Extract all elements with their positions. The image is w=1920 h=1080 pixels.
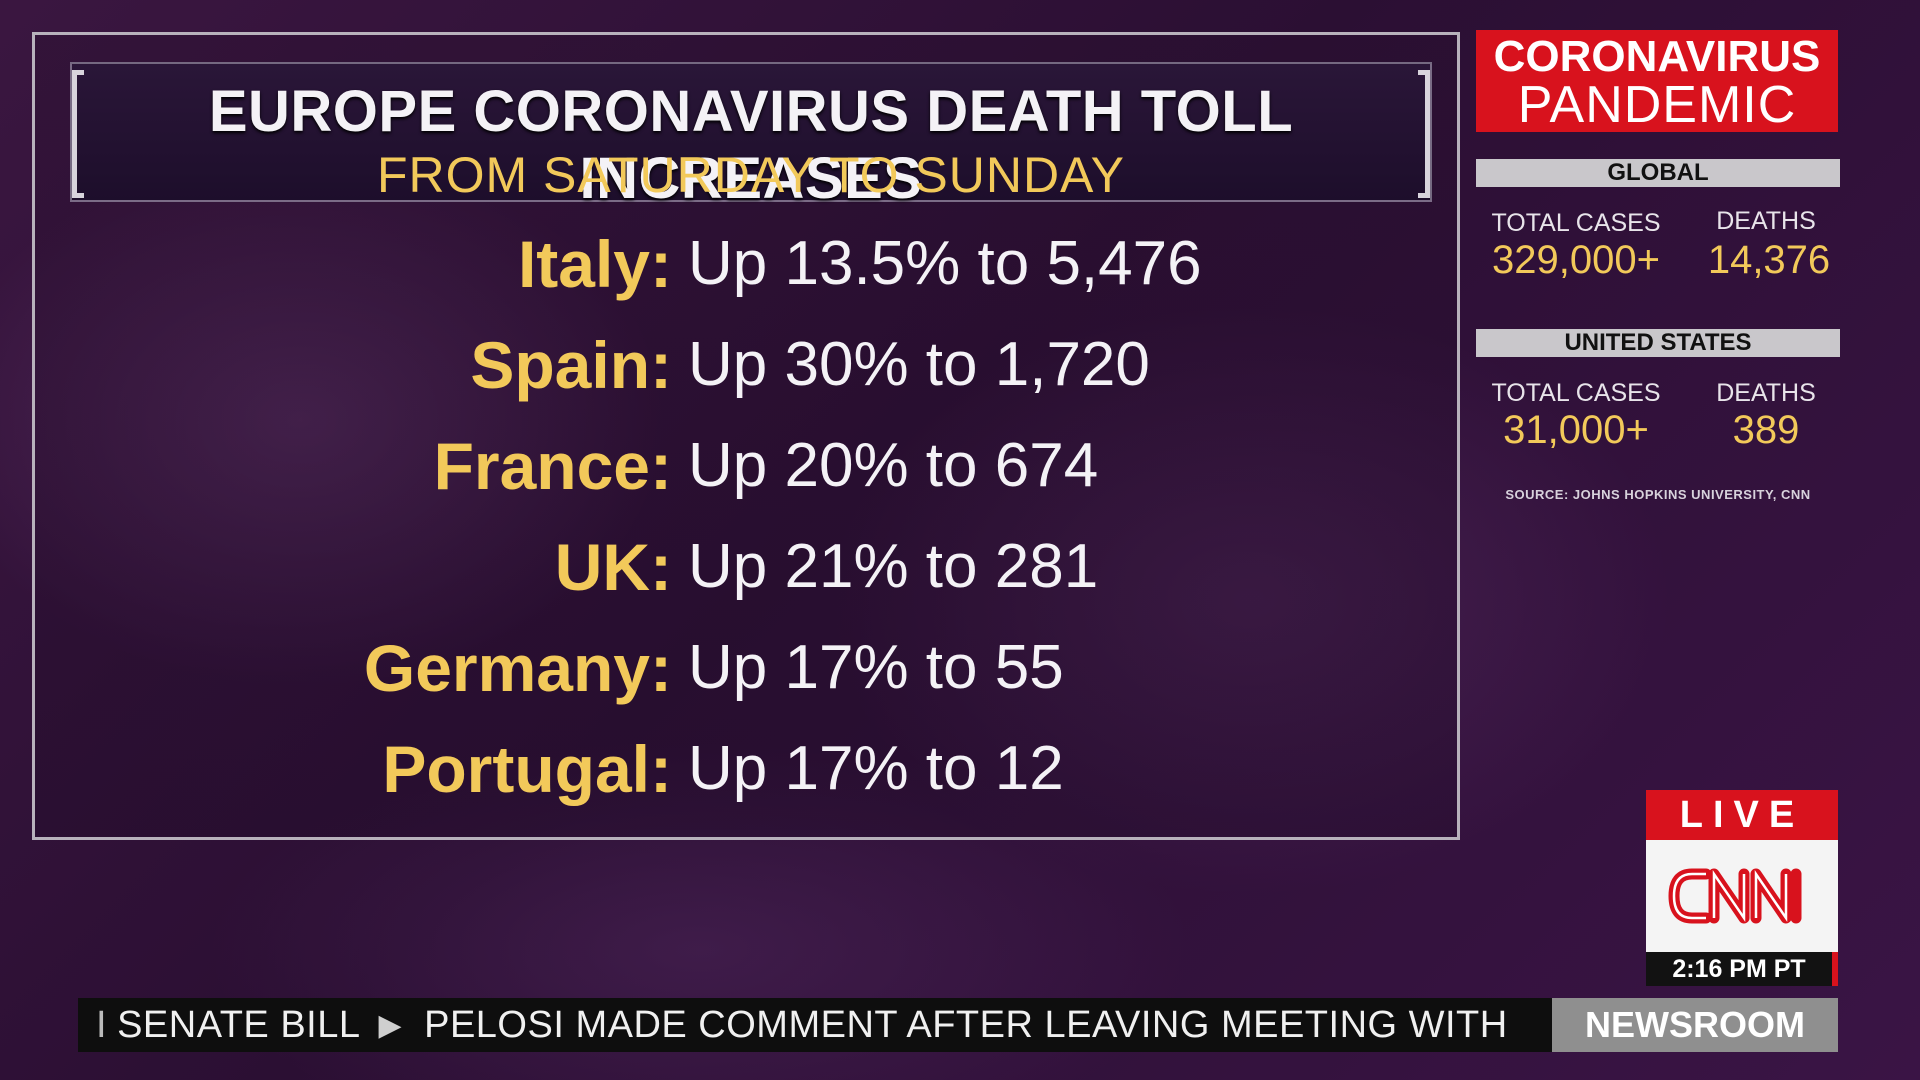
- pandemic-title-badge: CORONAVIRUS PANDEMIC: [1476, 30, 1838, 132]
- pandemic-title-line1: CORONAVIRUS: [1493, 32, 1821, 81]
- country-name: Germany:: [363, 631, 672, 705]
- us-cases-value: 31,000+: [1503, 408, 1649, 452]
- play-triangle-icon: ▶: [378, 1009, 403, 1042]
- news-ticker: I SENATE BILL ▶ PELOSI MADE COMMENT AFTER L…: [78, 998, 1552, 1052]
- country-row: France: Up 20% to 674: [32, 424, 1460, 525]
- cnn-logo-icon: [1668, 868, 1802, 924]
- us-deaths-value: 389: [1732, 408, 1800, 452]
- death-toll-change: Up 13.5% to 5,476: [688, 229, 1202, 298]
- headline: EUROPE CORONAVIRUS DEATH TOLL INCREASES: [208, 79, 1294, 211]
- ticker-item: PELOSI MADE COMMENT AFTER LEAVING MEETIN…: [424, 1004, 1508, 1046]
- country-name: France:: [433, 429, 672, 503]
- global-cases-label: TOTAL CASES: [1491, 209, 1661, 237]
- country-row: Italy: Up 13.5% to 5,476: [32, 222, 1460, 323]
- global-deaths-value: 14,376: [1707, 238, 1831, 282]
- source-credit: SOURCE: JOHNS HOPKINS UNIVERSITY, CNN: [1505, 487, 1811, 502]
- subheadline: FROM SATURDAY TO SUNDAY: [376, 147, 1126, 203]
- ticker-prefix: I: [96, 1004, 108, 1046]
- ticker-text: I SENATE BILL ▶ PELOSI MADE COMMENT AFTER L…: [96, 998, 1508, 1052]
- death-toll-change: Up 17% to 55: [688, 633, 1064, 702]
- death-toll-change: Up 30% to 1,720: [688, 330, 1150, 399]
- country-name: Spain:: [470, 328, 672, 402]
- show-name-badge: NEWSROOM: [1552, 998, 1838, 1052]
- right-bracket: [1418, 70, 1430, 198]
- headline-banner: EUROPE CORONAVIRUS DEATH TOLL INCREASES …: [70, 62, 1432, 211]
- country-row: UK: Up 21% to 281: [32, 525, 1460, 626]
- live-badge: LIVE: [1646, 790, 1838, 840]
- death-toll-change: Up 17% to 12: [688, 734, 1064, 803]
- us-cases-label: TOTAL CASES: [1491, 379, 1661, 407]
- country-row: Portugal: Up 17% to 12: [32, 727, 1460, 828]
- pandemic-title-line2: PANDEMIC: [1517, 76, 1797, 134]
- clock-time: 2:16 PM PT: [1646, 952, 1838, 986]
- country-row: Germany: Up 17% to 55: [32, 626, 1460, 727]
- us-deaths-label: DEATHS: [1716, 379, 1816, 407]
- ticker-item: SENATE BILL: [117, 1004, 361, 1046]
- country-name: Portugal:: [382, 732, 672, 806]
- country-row: Spain: Up 30% to 1,720: [32, 323, 1460, 424]
- cnn-logo: [1646, 840, 1838, 952]
- global-section-label: GLOBAL: [1476, 159, 1840, 187]
- country-list: Italy: Up 13.5% to 5,476 Spain: Up 30% t…: [32, 222, 1460, 828]
- death-toll-change: Up 21% to 281: [688, 532, 1099, 601]
- death-toll-change: Up 20% to 674: [688, 431, 1099, 500]
- country-name: UK:: [554, 530, 672, 604]
- country-name: Italy:: [517, 227, 672, 301]
- global-deaths-label: DEATHS: [1716, 207, 1816, 235]
- left-bracket: [72, 70, 84, 198]
- us-section-label: UNITED STATES: [1476, 329, 1840, 357]
- global-cases-value: 329,000+: [1492, 238, 1660, 282]
